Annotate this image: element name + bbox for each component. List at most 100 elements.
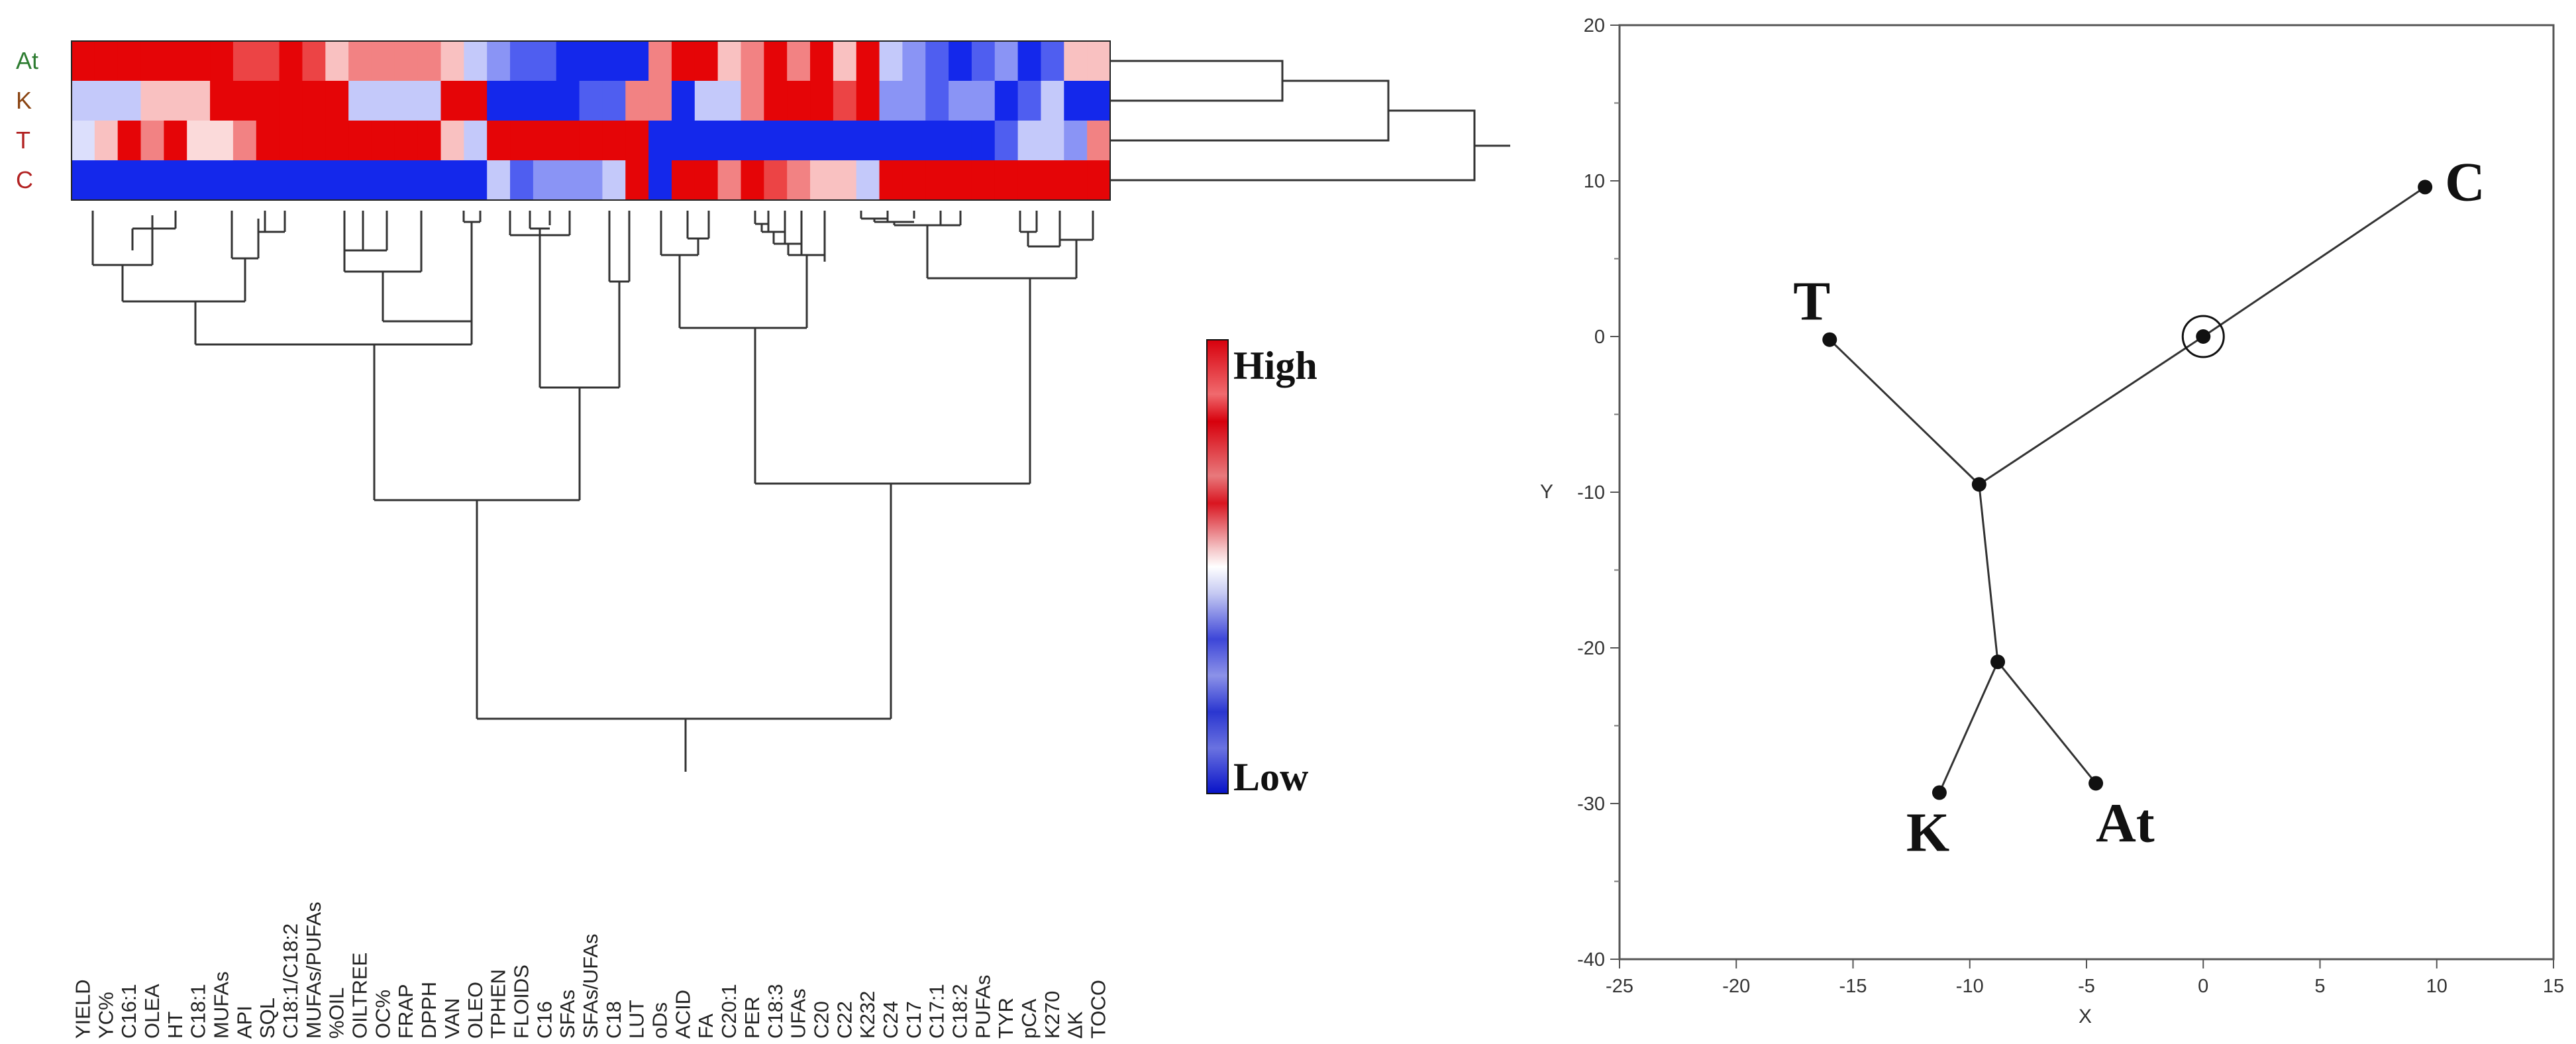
column-dendrogram [91, 211, 1094, 772]
heatmap-cell-T-OILTREE [348, 121, 372, 161]
heatmap-cell-T-C18:3 [764, 121, 788, 161]
heatmap-cell-At-K270 [1041, 41, 1064, 81]
heatmap-cell-C-C20:1 [717, 160, 742, 201]
heatmap-row-labels: At KTC [16, 47, 38, 193]
heatmap-cell-At-TYR [994, 41, 1019, 81]
column-dendrogram-branches-group1 [93, 221, 480, 346]
heatmap-cell-At-C18:1/C18:2 [279, 41, 303, 81]
heatmap-cell-C-HT [164, 160, 187, 201]
heatmap-cell-At-pCA [1017, 41, 1042, 81]
x-tick-label: 5 [2314, 976, 2325, 997]
legend-low-label: Low [1233, 755, 1309, 799]
heatmap-cell-C-C17:1 [925, 160, 949, 201]
column-label-FLOIDS: FLOIDS [510, 965, 533, 1039]
column-label-SQL: SQL [256, 998, 279, 1039]
heatmap-cell-K-HT [164, 81, 187, 121]
tree-node-labels: C T K At [1793, 151, 2485, 863]
heatmap-cell-C-C18 [602, 160, 626, 201]
column-label-K232: K232 [856, 991, 879, 1039]
heatmap-cell-C-C18:1 [187, 160, 211, 201]
node-internal [2196, 329, 2211, 344]
heatmap-cell-At-MUFAs [210, 41, 234, 81]
heatmap-cell-At-C22 [833, 41, 857, 81]
column-label-FRAP: FRAP [394, 984, 417, 1039]
heatmap-cell-T-C18:2 [949, 121, 972, 161]
node-label-K: K [1906, 802, 1949, 864]
heatmap-cell-K-FLOIDS [510, 81, 534, 121]
x-tick-label: 10 [2426, 976, 2447, 997]
heatmap-cell-T-SQL [256, 121, 280, 161]
heatmap-cell-C-oDs [648, 160, 672, 201]
x-tick-label: -25 [1606, 976, 1633, 997]
tree-edge [1938, 661, 1999, 794]
heatmap-cell-K-SQL [256, 81, 280, 121]
heatmap-cell-At-C18:2 [949, 41, 972, 81]
column-dendrogram-branches-group2 [510, 227, 629, 388]
heatmap-cell-K-TPHEN [487, 81, 511, 121]
heatmap-cell-At-oDs [648, 41, 672, 81]
heatmap-cell-C-YIELD [72, 160, 95, 201]
heatmap-cell-C-TOCO [1087, 160, 1111, 201]
heatmap-cell-K-YC% [94, 81, 119, 121]
heatmap-cell-T-FA [694, 121, 719, 161]
heatmap-cell-At-API [232, 41, 257, 81]
heatmap-cell-K-C16 [533, 81, 557, 121]
heatmap-cell-T-C20 [810, 121, 834, 161]
heatmap-cell-C-LUT [625, 160, 649, 201]
column-label-DPPH: DPPH [417, 982, 440, 1039]
heatmap-cell-T-PUFAs [971, 121, 996, 161]
heatmap-cell-At-C18 [602, 41, 626, 81]
heatmap-cell-T-ACID [671, 121, 696, 161]
heatmap-cell-C-OLEA [140, 160, 164, 201]
column-label-MUFAs/PUFAs: MUFAs/PUFAs [302, 902, 325, 1039]
column-label-C16:1: C16:1 [117, 984, 140, 1039]
heatmap-cell-T-HT [164, 121, 187, 161]
column-label-MUFAs: MUFAs [210, 971, 233, 1039]
heatmap-cell-At-C20:1 [717, 41, 742, 81]
heatmap-cell-C-ACID [671, 160, 696, 201]
column-label-YC%: YC% [94, 992, 117, 1039]
tree-nodes [1822, 180, 2433, 800]
heatmap-cell-C-SFAs/UFAs [579, 160, 603, 201]
column-label-TOCO: TOCO [1087, 980, 1110, 1039]
row-label-C: C [16, 166, 33, 193]
node-K [1932, 785, 1947, 800]
heatmap-cell-K-C18:2 [949, 81, 972, 121]
heatmap-cell-T-OC% [371, 121, 395, 161]
heatmap-cell-K-SFAs/UFAs [579, 81, 603, 121]
heatmap-cell-C-K270 [1041, 160, 1064, 201]
column-label-ΔK: ΔK [1064, 1011, 1087, 1039]
x-tick-label: 0 [2198, 976, 2208, 997]
heatmap-cell-T-C24 [879, 121, 903, 161]
column-label-oDs: oDs [648, 1002, 672, 1039]
heatmap-cell-T-C16 [533, 121, 557, 161]
heatmap-cell-At-ACID [671, 41, 696, 81]
column-label-VAN: VAN [440, 998, 464, 1039]
column-label-LUT: LUT [625, 1000, 648, 1039]
heatmap-cell-K-C18:1 [187, 81, 211, 121]
heatmap-cell-K-C18:3 [764, 81, 788, 121]
heatmap-panel: At KTC YIELD YC% C16:1 OLEA HT C18:1 MUFAs API SQ… [16, 40, 1510, 1039]
heatmap-cell-K-FA [694, 81, 719, 121]
x-axis-title: X [2079, 1006, 2092, 1027]
heatmap-cell-K-OLEO [464, 81, 488, 121]
heatmap-cell-T-oDs [648, 121, 672, 161]
node-At [2088, 776, 2104, 791]
y-tick-label: -20 [1577, 638, 1605, 659]
heatmap-cell-K-C20:1 [717, 81, 742, 121]
heatmap-cell-C-K232 [856, 160, 880, 201]
column-label-PER: PER [741, 996, 764, 1039]
legend-high-label: High [1233, 344, 1317, 388]
heatmap-cell-K-ACID [671, 81, 696, 121]
heatmap-cell-C-TPHEN [487, 160, 511, 201]
column-label-C16: C16 [533, 1001, 556, 1039]
heatmap-cell-T-C16:1 [117, 121, 142, 161]
y-tick-label: -40 [1577, 949, 1605, 970]
heatmap-cell-K-C22 [833, 81, 857, 121]
column-label-UFAs: UFAs [787, 988, 810, 1039]
heatmap-cell-T-FRAP [394, 121, 419, 161]
heatmap-cell-T-LUT [625, 121, 649, 161]
heatmap-cell-T-ΔK [1064, 121, 1088, 161]
heatmap-cell-C-ΔK [1064, 160, 1088, 201]
heatmap-cell-K-TOCO [1087, 81, 1111, 121]
